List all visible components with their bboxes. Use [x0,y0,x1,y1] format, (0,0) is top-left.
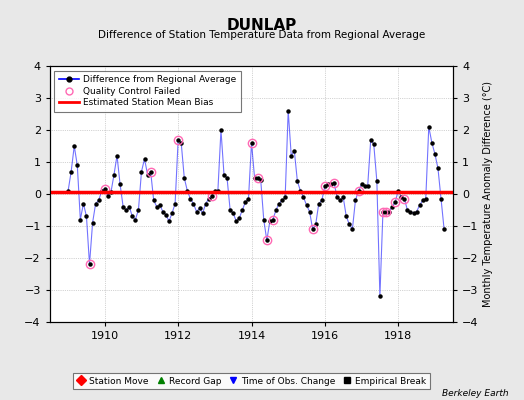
Text: Berkeley Earth: Berkeley Earth [442,389,508,398]
Text: DUNLAP: DUNLAP [227,18,297,33]
Y-axis label: Monthly Temperature Anomaly Difference (°C): Monthly Temperature Anomaly Difference (… [483,81,493,307]
Legend: Station Move, Record Gap, Time of Obs. Change, Empirical Break: Station Move, Record Gap, Time of Obs. C… [73,373,430,389]
Text: Difference of Station Temperature Data from Regional Average: Difference of Station Temperature Data f… [99,30,425,40]
